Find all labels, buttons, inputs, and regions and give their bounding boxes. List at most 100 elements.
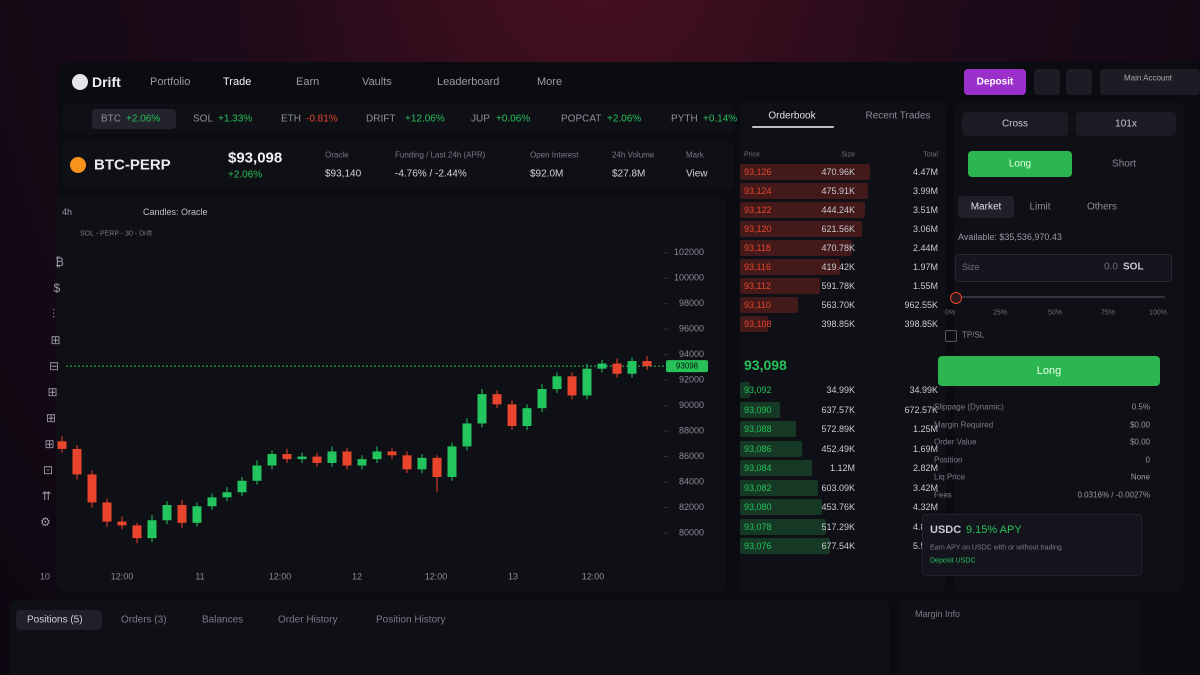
bottom-tab[interactable]: Positions (5): [27, 614, 83, 626]
ask-price[interactable]: 93,116: [744, 262, 771, 272]
ask-price[interactable]: 93,122: [744, 205, 772, 215]
tool-icon[interactable]: ⊞: [46, 411, 57, 425]
orderbook-tab[interactable]: Orderbook: [768, 110, 816, 122]
size-input[interactable]: [955, 254, 1172, 282]
account-button[interactable]: [1100, 69, 1200, 95]
positions-panel: [10, 600, 890, 675]
candle-body: [312, 456, 322, 463]
market-tab[interactable]: [958, 196, 1014, 218]
nav-item[interactable]: Earn: [296, 76, 320, 88]
order-type-tab[interactable]: Market: [970, 201, 1002, 213]
order-type-tab[interactable]: Limit: [1029, 201, 1051, 213]
tpsl-checkbox[interactable]: [945, 330, 957, 342]
bid-price[interactable]: 93,076: [744, 541, 772, 551]
tool-icon[interactable]: ⊞: [50, 333, 61, 347]
tpsl-label[interactable]: TP/SL: [962, 330, 985, 340]
ask-price[interactable]: 93,110: [744, 300, 771, 310]
ticker-change[interactable]: +0.06%: [496, 113, 531, 125]
promo-link[interactable]: Deposit USDC: [930, 557, 976, 565]
bottom-tab[interactable]: Order History: [278, 614, 338, 626]
detail-label: Liq Price: [934, 472, 966, 482]
tool-icon[interactable]: ⇈: [41, 489, 52, 503]
ask-price[interactable]: 93,118: [744, 243, 771, 253]
nav-item[interactable]: Vaults: [362, 76, 392, 88]
candle-body: [207, 497, 217, 507]
nav-item[interactable]: Portfolio: [150, 76, 191, 88]
ticker-symbol[interactable]: SOL: [193, 113, 214, 125]
bid-price[interactable]: 93,082: [744, 482, 772, 493]
submit-label[interactable]: Long: [1036, 365, 1062, 377]
candle-body: [57, 441, 67, 449]
tool-icon[interactable]: ⊡: [43, 463, 54, 477]
orderbook-panel: [740, 102, 946, 592]
ask-price[interactable]: 93,120: [744, 224, 772, 234]
deposit-label[interactable]: Deposit: [976, 76, 1014, 88]
ask-price[interactable]: 93,124: [744, 186, 772, 196]
market-symbol[interactable]: BTC-PERP: [94, 156, 171, 174]
slider-thumb[interactable]: [950, 292, 962, 304]
ticker-symbol[interactable]: BTC: [101, 113, 121, 125]
bid-price[interactable]: 93,084: [744, 463, 772, 473]
ticker-change[interactable]: +12.06%: [405, 113, 445, 125]
tool-icon[interactable]: ₿: [55, 255, 64, 269]
candles-type[interactable]: Candles: Oracle: [143, 207, 208, 217]
deposit-button[interactable]: [964, 69, 1026, 95]
candle-body: [267, 454, 277, 466]
orderbook-column: Price: [744, 151, 760, 159]
ticker-symbol[interactable]: POPCAT: [561, 113, 602, 125]
leverage-button[interactable]: [1076, 112, 1176, 136]
short-tab-label[interactable]: Short: [1112, 158, 1136, 170]
nav-item[interactable]: Leaderboard: [437, 76, 500, 88]
ticker-change[interactable]: +0.14%: [703, 113, 738, 125]
ticker-change[interactable]: +2.06%: [607, 113, 642, 125]
bid-total: 2.82M: [912, 463, 938, 473]
ticker-change[interactable]: +1.33%: [218, 113, 253, 125]
ticker-change[interactable]: -0.81%: [306, 113, 338, 125]
positions-tab-bg[interactable]: [16, 610, 102, 630]
bottom-tab[interactable]: Balances: [202, 614, 244, 626]
tool-icon[interactable]: ⚙: [40, 515, 51, 529]
bid-price[interactable]: 93,086: [744, 443, 772, 454]
nav-item[interactable]: More: [537, 76, 563, 88]
timeframe-button[interactable]: 4h: [62, 207, 73, 217]
tool-icon[interactable]: ⊞: [44, 437, 55, 451]
order-type-tab[interactable]: Others: [1086, 201, 1118, 213]
long-tab[interactable]: [968, 151, 1072, 177]
long-tab-label[interactable]: Long: [1008, 158, 1032, 170]
ticker-symbol[interactable]: PYTH: [671, 113, 698, 125]
ask-total: 1.97M: [912, 262, 938, 272]
slider-mark: 25%: [992, 309, 1008, 317]
bid-price[interactable]: 93,078: [744, 521, 772, 532]
bid-price[interactable]: 93,080: [744, 502, 772, 512]
notif-button[interactable]: [1034, 69, 1060, 95]
ticker-change[interactable]: +2.06%: [126, 113, 161, 125]
cross-button[interactable]: [962, 112, 1068, 136]
account-name[interactable]: Main Account: [1124, 73, 1173, 83]
bid-price[interactable]: 93,088: [744, 424, 772, 434]
leverage[interactable]: 101x: [1115, 118, 1137, 130]
ask-price[interactable]: 93,108: [744, 319, 772, 329]
nav-item[interactable]: Trade: [223, 76, 252, 88]
tool-icon[interactable]: ⊞: [47, 385, 58, 399]
bottom-tab[interactable]: Position History: [376, 614, 446, 626]
ask-depth-bar: [740, 164, 870, 180]
last-price-box: [666, 360, 708, 373]
ticker-symbol[interactable]: JUP: [471, 113, 490, 125]
tool-icon[interactable]: ⊟: [49, 359, 60, 373]
bid-price[interactable]: 93,092: [744, 385, 772, 395]
bid-price[interactable]: 93,090: [744, 404, 772, 415]
tool-icon[interactable]: ⫶: [52, 307, 56, 321]
tool-icon[interactable]: $: [53, 281, 61, 295]
candle-body: [447, 446, 457, 477]
ask-price[interactable]: 93,112: [744, 281, 771, 291]
orderbook-column: Size: [841, 151, 855, 159]
submit-button[interactable]: [938, 356, 1160, 386]
settings-button[interactable]: [1066, 69, 1092, 95]
ask-price[interactable]: 93,126: [744, 167, 772, 177]
bottom-tab[interactable]: Orders (3): [121, 614, 167, 626]
ticker-symbol[interactable]: ETH: [281, 113, 301, 125]
orderbook-tab[interactable]: Recent Trades: [865, 110, 931, 122]
y-tick-label: 80000: [679, 527, 704, 537]
ticker-symbol[interactable]: DRIFT: [366, 113, 396, 125]
margin-mode[interactable]: Cross: [1001, 118, 1029, 130]
